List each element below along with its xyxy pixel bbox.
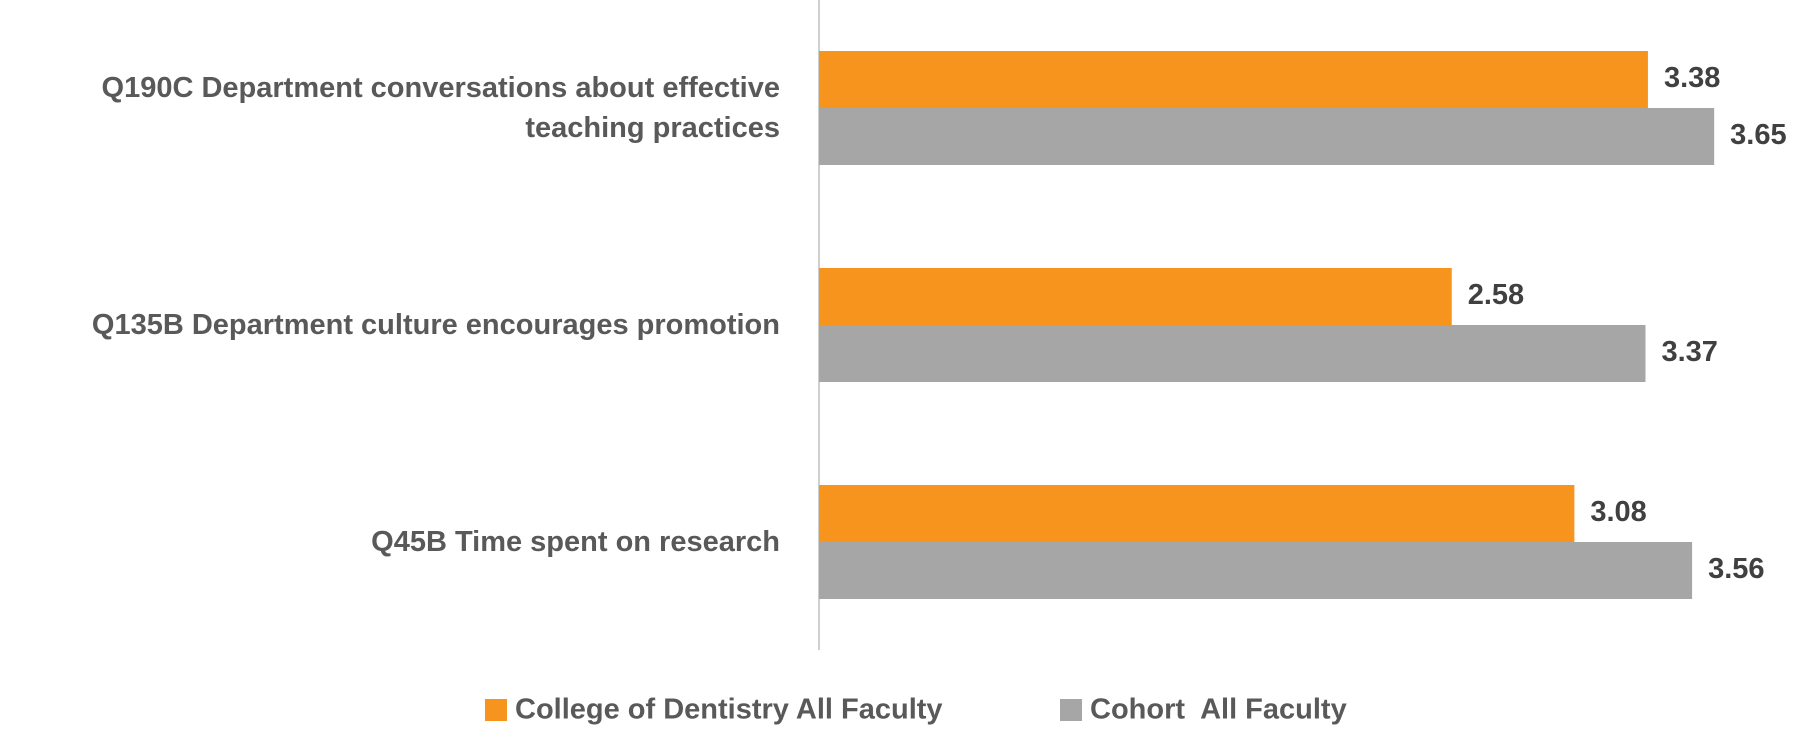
value-label: 3.08 (1590, 496, 1646, 528)
value-label: 3.37 (1661, 336, 1717, 368)
legend-label: Cohort All Faculty (1090, 694, 1347, 726)
bar (819, 485, 1575, 542)
bar (819, 542, 1693, 599)
category-label: Q45B Time spent on research (371, 526, 780, 558)
bar (819, 325, 1646, 382)
category-label: Q190C Department conversations about eff… (101, 72, 780, 144)
legend-swatch (485, 699, 507, 721)
value-label: 3.56 (1708, 553, 1764, 585)
value-label: 2.58 (1468, 279, 1524, 311)
bar (819, 108, 1715, 165)
bar (819, 268, 1452, 325)
bar (819, 51, 1648, 108)
category-label: Q135B Department culture encourages prom… (91, 309, 780, 341)
value-label: 3.65 (1730, 119, 1786, 151)
value-label: 3.38 (1664, 62, 1720, 94)
legend-swatch (1060, 699, 1082, 721)
legend-label: College of Dentistry All Faculty (515, 694, 943, 726)
